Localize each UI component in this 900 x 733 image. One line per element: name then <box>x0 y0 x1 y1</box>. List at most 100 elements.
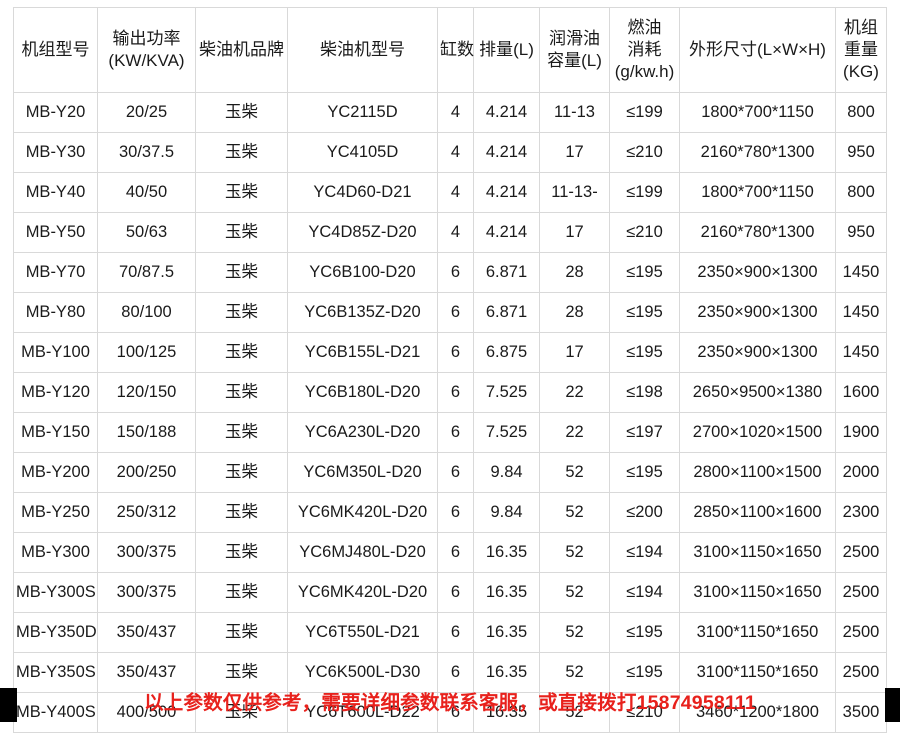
cell-fuel: ≤195 <box>609 452 680 493</box>
cell-dimensions: 2350×900×1300 <box>679 252 836 293</box>
cell-engine: YC6B135Z-D20 <box>287 292 438 333</box>
cell-displace: 4.214 <box>473 92 540 133</box>
cell-displace: 9.84 <box>473 492 540 533</box>
cell-displace: 16.35 <box>473 652 540 693</box>
cell-oil: 52 <box>539 652 610 693</box>
cell-dimensions: 2650×9500×1380 <box>679 372 836 413</box>
generator-spec-table: 机组型号 输出功率 (KW/KVA) 柴油机品牌 柴油机型号 缸数 排量(L) 润滑油 容量(L… <box>13 7 887 733</box>
cell-fuel: ≤195 <box>609 292 680 333</box>
cell-power: 200/250 <box>97 452 196 493</box>
cell-dimensions: 1800*700*1150 <box>679 172 836 213</box>
cell-dimensions: 2350×900×1300 <box>679 292 836 333</box>
table-row: MB-Y30 30/37.5 玉柴 YC4105D 4 4.214 17 ≤210 2160*7… <box>13 132 887 173</box>
column-header-weight: 机组 重量 (KG) <box>835 7 887 93</box>
cell-weight: 2500 <box>835 612 887 653</box>
cell-brand: 玉柴 <box>195 492 288 533</box>
cell-weight: 2000 <box>835 452 887 493</box>
cell-engine: YC6MJ480L-D20 <box>287 532 438 573</box>
cell-weight: 2500 <box>835 532 887 573</box>
cell-displace: 16.35 <box>473 572 540 613</box>
cell-power: 30/37.5 <box>97 132 196 173</box>
cell-model: MB-Y70 <box>13 252 98 293</box>
cell-model: MB-Y100 <box>13 332 98 373</box>
cell-power: 20/25 <box>97 92 196 133</box>
cell-brand: 玉柴 <box>195 212 288 253</box>
column-header-line: 输出功率 <box>112 28 181 48</box>
cell-fuel: ≤210 <box>609 132 680 173</box>
cell-brand: 玉柴 <box>195 452 288 493</box>
cell-cylinders: 4 <box>437 92 474 133</box>
cell-engine: YC6B155L-D21 <box>287 332 438 373</box>
cell-oil: 22 <box>539 372 610 413</box>
cell-fuel: ≤199 <box>609 172 680 213</box>
cell-weight: 950 <box>835 132 887 173</box>
cell-engine: YC6MK420L-D20 <box>287 572 438 613</box>
corner-block-left <box>0 688 17 722</box>
column-header-brand: 柴油机品牌 <box>195 7 288 93</box>
cell-cylinders: 4 <box>437 132 474 173</box>
cell-weight: 2300 <box>835 492 887 533</box>
cell-weight: 1450 <box>835 252 887 293</box>
column-header-line: 排量(L) <box>479 39 534 59</box>
cell-oil: 17 <box>539 212 610 253</box>
cell-model: MB-Y300 <box>13 532 98 573</box>
column-header-line: 柴油机型号 <box>320 39 405 59</box>
table-row: MB-Y80 80/100 玉柴 YC6B135Z-D20 6 6.871 28 ≤195 23… <box>13 292 887 333</box>
cell-weight: 2500 <box>835 572 887 613</box>
cell-displace: 16.35 <box>473 612 540 653</box>
cell-cylinders: 6 <box>437 452 474 493</box>
column-header-cylinders: 缸数 <box>437 7 474 93</box>
table-row: MB-Y300 300/375 玉柴 YC6MJ480L-D20 6 16.35 52 ≤19… <box>13 532 887 573</box>
table-row: MB-Y50 50/63 玉柴 YC4D85Z-D20 4 4.214 17 ≤210 2160… <box>13 212 887 253</box>
cell-fuel: ≤199 <box>609 92 680 133</box>
cell-brand: 玉柴 <box>195 252 288 293</box>
cell-displace: 6.871 <box>473 292 540 333</box>
cell-brand: 玉柴 <box>195 292 288 333</box>
column-header-line: 润滑油 <box>549 28 600 48</box>
cell-engine: YC6B180L-D20 <box>287 372 438 413</box>
cell-power: 120/150 <box>97 372 196 413</box>
cell-displace: 6.871 <box>473 252 540 293</box>
cell-dimensions: 2850×1100×1600 <box>679 492 836 533</box>
cell-model: MB-Y350D <box>13 612 98 653</box>
column-header-line: 机组型号 <box>21 39 90 59</box>
column-header-line: 燃油 <box>627 17 662 37</box>
cell-displace: 7.525 <box>473 372 540 413</box>
cell-displace: 9.84 <box>473 452 540 493</box>
cell-fuel: ≤198 <box>609 372 680 413</box>
cell-dimensions: 1800*700*1150 <box>679 92 836 133</box>
column-header-line: 机组 <box>844 17 878 37</box>
cell-engine: YC6MK420L-D20 <box>287 492 438 533</box>
cell-cylinders: 6 <box>437 252 474 293</box>
header-row: 机组型号 输出功率 (KW/KVA) 柴油机品牌 柴油机型号 缸数 排量(L) 润滑油 容量(L… <box>13 7 887 93</box>
column-header-line: 缸数 <box>440 39 474 59</box>
table-body: MB-Y20 20/25 玉柴 YC2115D 4 4.214 11-13 ≤199 1800*… <box>13 92 887 733</box>
cell-power: 40/50 <box>97 172 196 213</box>
cell-displace: 4.214 <box>473 172 540 213</box>
cell-brand: 玉柴 <box>195 92 288 133</box>
cell-engine: YC6T550L-D21 <box>287 612 438 653</box>
cell-engine: YC4105D <box>287 132 438 173</box>
cell-model: MB-Y50 <box>13 212 98 253</box>
cell-weight: 1450 <box>835 332 887 373</box>
cell-brand: 玉柴 <box>195 412 288 453</box>
cell-weight: 800 <box>835 172 887 213</box>
cell-brand: 玉柴 <box>195 172 288 213</box>
column-header-dimensions: 外形尺寸(L×W×H) <box>679 7 836 93</box>
cell-model: MB-Y300S <box>13 572 98 613</box>
cell-power: 50/63 <box>97 212 196 253</box>
cell-oil: 52 <box>539 532 610 573</box>
cell-model: MB-Y120 <box>13 372 98 413</box>
cell-model: MB-Y150 <box>13 412 98 453</box>
cell-brand: 玉柴 <box>195 132 288 173</box>
cell-fuel: ≤210 <box>609 212 680 253</box>
column-header-line: (KG) <box>843 62 879 82</box>
cell-model: MB-Y250 <box>13 492 98 533</box>
cell-oil: 28 <box>539 292 610 333</box>
column-header-line: 重量 <box>844 39 878 59</box>
cell-oil: 52 <box>539 452 610 493</box>
cell-dimensions: 2160*780*1300 <box>679 132 836 173</box>
column-header-fuel: 燃油 消耗 (g/kw.h) <box>609 7 680 93</box>
cell-brand: 玉柴 <box>195 372 288 413</box>
cell-oil: 52 <box>539 612 610 653</box>
